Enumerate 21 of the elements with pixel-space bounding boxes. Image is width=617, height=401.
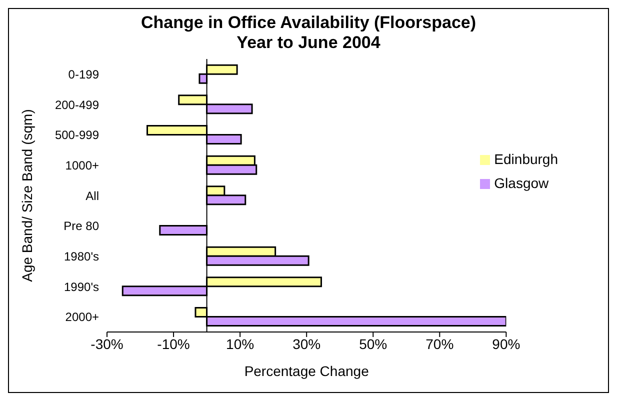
chart-title: Change in Office Availability (Floorspace) Year to June 2004 (140, 13, 478, 53)
y-tick-label: 500-999 (54, 128, 100, 142)
x-tick-label: 70% (426, 336, 454, 352)
x-tick-label: -30% (90, 336, 124, 352)
y-tick-label: 1990's (64, 280, 99, 294)
y-tick-label: Pre 80 (64, 219, 100, 234)
x-tick-label: 30% (292, 336, 321, 352)
y-tick-label: 0-199 (68, 67, 100, 82)
y-tick-label: All (86, 188, 99, 203)
y-tick-label: 2000+ (65, 310, 99, 324)
y-tick-label: 1000+ (65, 158, 99, 172)
x-axis-title: Percentage Change (244, 363, 370, 379)
x-tick-label: 90% (492, 336, 520, 352)
x-tick-label: 50% (359, 336, 388, 352)
y-tick-label: 200-499 (54, 98, 100, 112)
y-axis-title: Age Band/ Size Band (sqm) (18, 109, 35, 282)
x-tick-label: 10% (226, 336, 254, 352)
x-tick-label: -10% (157, 336, 190, 352)
legend-label: Glasgow (494, 175, 549, 191)
y-tick-label: 1980's (64, 249, 99, 264)
legend-label: Edinburgh (494, 151, 558, 167)
